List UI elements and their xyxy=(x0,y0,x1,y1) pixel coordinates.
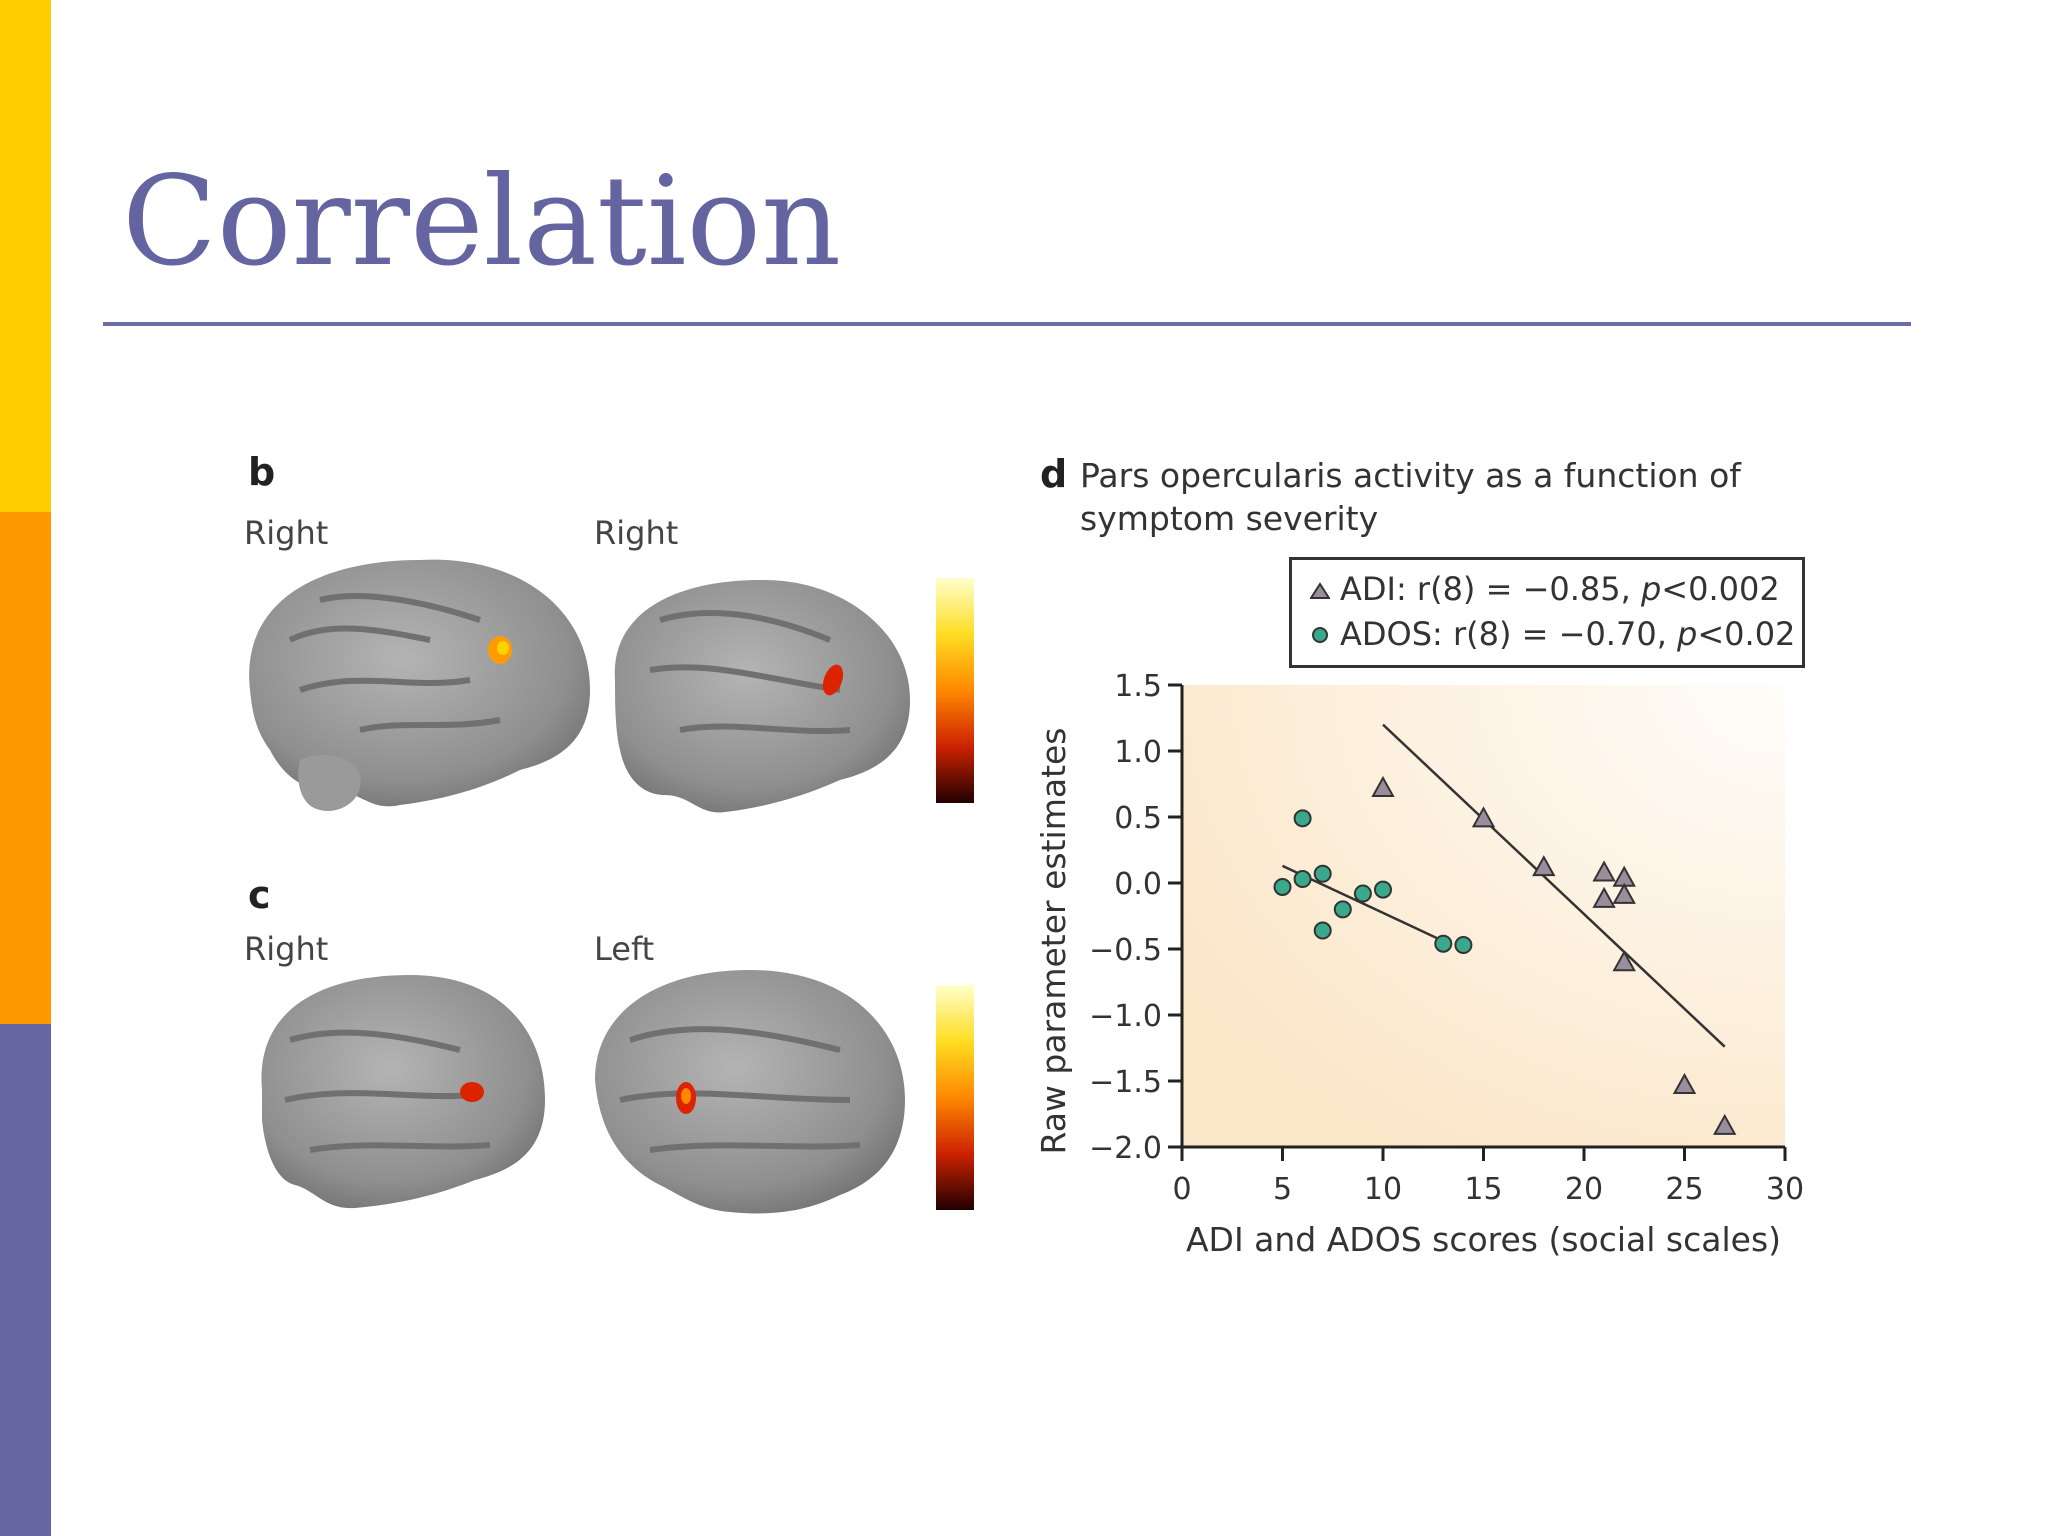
scatter-plot: 1.5 1.0 0.5 0.0 −0.5 −1.0 −1.5 −2.0 0 5 10 15 20 25 30… xyxy=(1034,669,1804,1259)
adi-point xyxy=(1471,806,1496,828)
panel-b-label-1: Right xyxy=(244,514,329,552)
y-tick-label: −1.0 xyxy=(1089,999,1162,1034)
ados-point xyxy=(1454,936,1473,955)
panel-d-title: Pars opercularis activity as a function … xyxy=(1080,454,1741,540)
y-tick-label: 0.5 xyxy=(1114,801,1162,836)
y-tick-label: 1.0 xyxy=(1114,735,1162,770)
ados-point xyxy=(1353,884,1372,903)
x-tick-label: 0 xyxy=(1172,1172,1191,1207)
colorbar-b xyxy=(936,578,974,803)
panel-c-label-2: Left xyxy=(594,930,655,968)
y-tick-label: −2.0 xyxy=(1089,1131,1162,1166)
side-bar-yellow xyxy=(0,0,51,512)
legend-adi-stat: r(8) = −0.85, xyxy=(1416,570,1631,608)
x-tick-label: 30 xyxy=(1766,1172,1804,1207)
y-axis-label: Raw parameter estimates xyxy=(1034,727,1073,1154)
legend-colon: : xyxy=(1395,570,1417,608)
ados-point xyxy=(1434,934,1453,953)
panel-b-label-2: Right xyxy=(594,514,679,552)
adi-point xyxy=(1592,860,1616,882)
x-tick-label: 25 xyxy=(1665,1172,1703,1207)
adi-point xyxy=(1612,882,1636,904)
legend-circle-icon xyxy=(1308,615,1332,653)
legend-ados-name: ADOS xyxy=(1340,615,1433,653)
y-tick-label: 0.0 xyxy=(1114,867,1162,902)
adi-point xyxy=(1371,775,1395,797)
panel-c-label-1: Right xyxy=(244,930,329,968)
ados-point xyxy=(1374,880,1392,899)
ados-point xyxy=(1313,864,1332,883)
brain-image-c2 xyxy=(595,970,905,1214)
x-tick-label: 20 xyxy=(1565,1172,1603,1207)
slide-title: Correlation xyxy=(122,150,842,294)
x-axis-label: ADI and ADOS scores (social scales) xyxy=(1186,1220,1781,1259)
ados-point xyxy=(1293,870,1312,889)
adi-point xyxy=(1532,855,1556,877)
fit-line-adi xyxy=(1382,723,1726,1048)
legend-item-ados: ADOS: r(8) = −0.70, p <0.02 xyxy=(1308,613,1795,655)
brain-image-b2 xyxy=(614,579,910,813)
brain-image-c1 xyxy=(261,975,545,1209)
plot-background xyxy=(1182,685,1785,1147)
side-bar-purple xyxy=(0,1024,51,1536)
legend-ados-stat: r(8) = −0.70, xyxy=(1452,615,1667,653)
adi-point xyxy=(1713,1113,1737,1135)
ados-point xyxy=(1313,921,1332,940)
data-points xyxy=(1273,775,1737,1135)
y-tick-label: −1.5 xyxy=(1089,1065,1162,1100)
adi-point xyxy=(1592,886,1616,908)
x-tick-label: 15 xyxy=(1464,1172,1502,1207)
legend-adi-pvalue: <0.002 xyxy=(1661,570,1780,608)
side-bar-orange xyxy=(0,512,51,1024)
legend-adi-name: ADI xyxy=(1340,570,1396,608)
ados-point xyxy=(1293,809,1312,828)
legend-adi-p: p xyxy=(1640,570,1662,608)
y-tick-label: 1.5 xyxy=(1114,669,1162,704)
x-tick-label: 10 xyxy=(1364,1172,1402,1207)
ados-point xyxy=(1333,900,1352,919)
colorbar-c xyxy=(936,985,974,1210)
panel-c-letter: c xyxy=(248,873,271,917)
legend-triangle-icon xyxy=(1308,570,1332,608)
x-tick-label: 5 xyxy=(1273,1172,1292,1207)
chart-legend: ADI: r(8) = −0.85, p <0.002 ADOS: r(8) = … xyxy=(1289,557,1805,668)
y-tick-label: −0.5 xyxy=(1089,933,1162,968)
title-underline xyxy=(103,322,1911,326)
legend-ados-p: p xyxy=(1677,615,1698,653)
adi-point xyxy=(1612,950,1636,972)
legend-colon: : xyxy=(1432,615,1453,653)
adi-point xyxy=(1672,1072,1697,1094)
panel-d-letter: d xyxy=(1040,452,1068,496)
legend-ados-pvalue: <0.02 xyxy=(1697,615,1796,653)
brain-image-b1 xyxy=(249,559,591,811)
panel-d-title-line1: Pars opercularis activity as a function … xyxy=(1080,456,1741,495)
panel-b-letter: b xyxy=(248,450,276,494)
panel-d-title-line2: symptom severity xyxy=(1080,499,1379,538)
legend-item-adi: ADI: r(8) = −0.85, p <0.002 xyxy=(1308,568,1780,610)
ados-point xyxy=(1273,877,1292,896)
plot-axes: 1.5 1.0 0.5 0.0 −0.5 −1.0 −1.5 −2.0 0 5 10 15 20 25 30 xyxy=(1089,669,1804,1207)
